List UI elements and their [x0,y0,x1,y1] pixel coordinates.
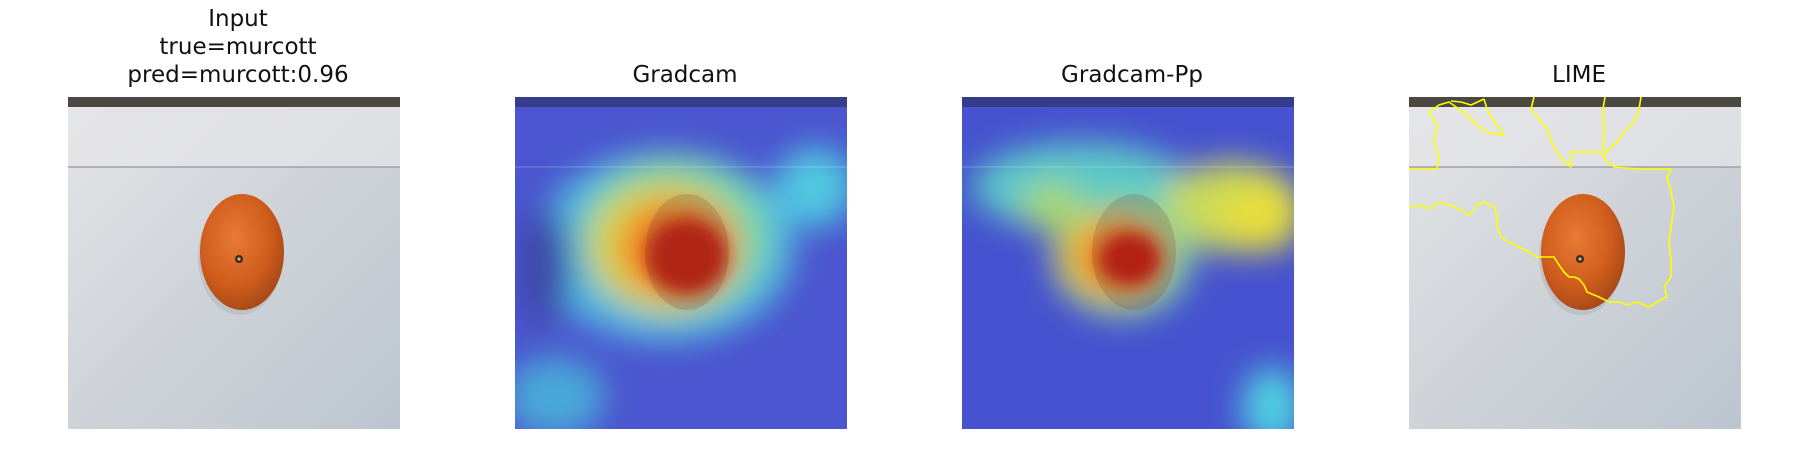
gradcam-title: Gradcam [632,62,738,88]
input-title-line3: pred=murcott:0.96 [127,62,349,88]
input-title-line2: true=murcott [159,34,317,60]
gradcam-heatmap [515,97,847,429]
gradcam-pp-title: Gradcam-Pp [1061,62,1203,88]
panel-gradcam-pp: Gradcam-Pp [962,0,1302,450]
panel-gradcam: Gradcam [515,0,855,450]
panel-lime: LIME [1409,0,1749,450]
input-title-line1: Input [208,6,268,32]
input-image [68,97,400,429]
gradcam-pp-heatmap [962,97,1294,429]
panel-input: Input true=murcott pred=murcott:0.96 [68,0,408,450]
lime-title: LIME [1552,62,1606,88]
lime-explanation [1409,97,1741,429]
